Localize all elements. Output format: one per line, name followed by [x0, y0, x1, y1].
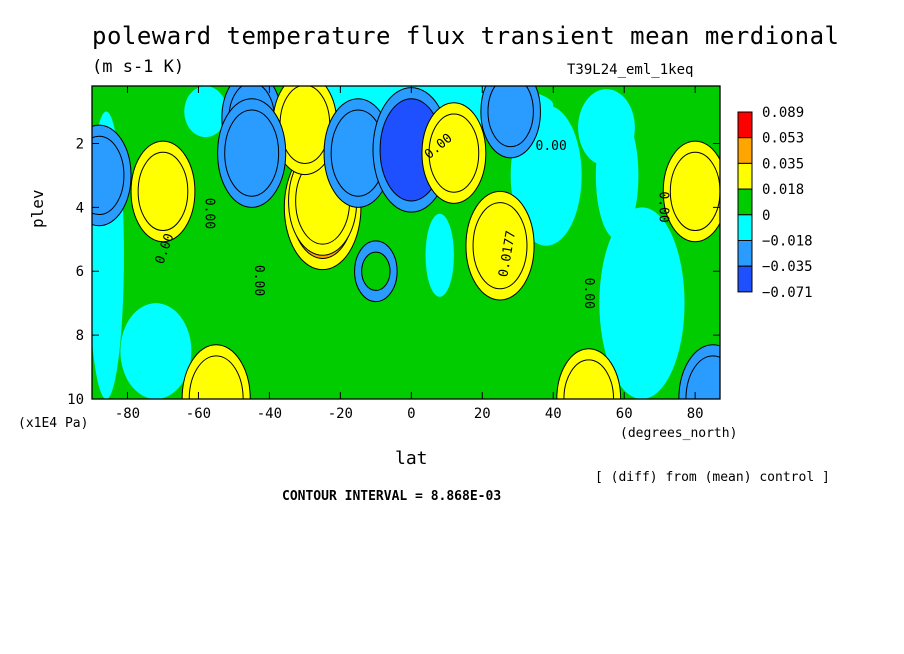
colorbar-swatch — [737, 214, 753, 242]
x-tick-label: -40 — [257, 406, 282, 422]
chart-title: poleward temperature flux transient mean… — [92, 22, 840, 50]
colorbar-swatch — [737, 111, 753, 139]
contour-label: 0.00 — [251, 265, 266, 296]
negative-region — [599, 207, 685, 399]
feature-core — [361, 251, 391, 291]
colorbar-label: 0 — [762, 208, 770, 224]
colorbar-swatch — [737, 137, 753, 164]
colorbar-label: −0.018 — [762, 234, 813, 250]
feature-core — [563, 359, 615, 399]
colorbar-swatch — [737, 162, 753, 190]
contour-interval: CONTOUR INTERVAL = 8.868E-03 — [282, 489, 502, 504]
x-ticks: -80 -60 -40 -20 0 20 40 60 80 — [115, 86, 704, 422]
x-tick-label: 0 — [407, 406, 415, 422]
feature-core — [137, 151, 189, 232]
feature-core — [685, 355, 720, 399]
colorbar-label: −0.035 — [762, 259, 813, 275]
x-tick-label: -20 — [328, 406, 353, 422]
colorbar-label: 0.018 — [762, 182, 804, 198]
feature-core — [224, 109, 280, 197]
contour-field — [92, 86, 720, 399]
colorbar-label: 0.035 — [762, 156, 804, 172]
y-tick-label: 2 — [76, 136, 84, 152]
contour-label: 0.00 — [536, 139, 567, 154]
diff-note: [ (diff) from (mean) control ] — [595, 470, 830, 485]
feature-core — [279, 86, 331, 164]
feature-core — [92, 135, 125, 216]
y-ticks: 2 4 6 8 10 — [67, 136, 720, 408]
negative-region — [120, 303, 192, 399]
negative-region — [184, 86, 227, 138]
contour-label: 0.00 — [656, 191, 671, 222]
colorbar-label: 0.053 — [762, 131, 804, 147]
feature-core — [487, 86, 534, 148]
x-tick-label: 40 — [545, 406, 562, 422]
feature-core — [669, 151, 720, 232]
feature-core — [428, 113, 480, 193]
x-axis-label: lat — [395, 448, 428, 469]
colorbar-swatch — [737, 265, 753, 293]
y-tick-label: 6 — [76, 264, 84, 280]
colorbar-swatch — [737, 188, 753, 216]
x-tick-label: -60 — [186, 406, 211, 422]
negative-region — [578, 89, 635, 166]
y-tick-label: 4 — [76, 200, 84, 216]
y-axis-unit: (x1E4 Pa) — [18, 416, 89, 431]
x-tick-label: 80 — [687, 406, 704, 422]
feature-core — [472, 202, 528, 290]
y-tick-label: 10 — [67, 392, 84, 408]
chart-units: (m s-1 K) — [92, 57, 185, 77]
feature-core — [188, 355, 244, 399]
x-tick-label: 20 — [474, 406, 491, 422]
x-axis-unit: (degrees_north) — [620, 426, 738, 441]
y-tick-label: 8 — [76, 328, 84, 344]
contour-label: 0.00 — [202, 198, 217, 229]
colorbar: 0.089 0.053 0.035 0.018 0 −0.018 −0.035 −0.071 — [737, 105, 813, 301]
negative-region — [425, 213, 454, 297]
plot-frame — [91, 85, 721, 400]
colorbar-label: −0.071 — [762, 285, 813, 301]
colorbar-swatch — [737, 240, 753, 267]
colorbar-label: 0.089 — [762, 105, 804, 121]
run-id: T39L24_eml_1keq — [567, 62, 694, 78]
contour-label: 0.00 — [581, 278, 596, 309]
x-tick-label: -80 — [115, 406, 140, 422]
x-tick-label: 60 — [616, 406, 633, 422]
